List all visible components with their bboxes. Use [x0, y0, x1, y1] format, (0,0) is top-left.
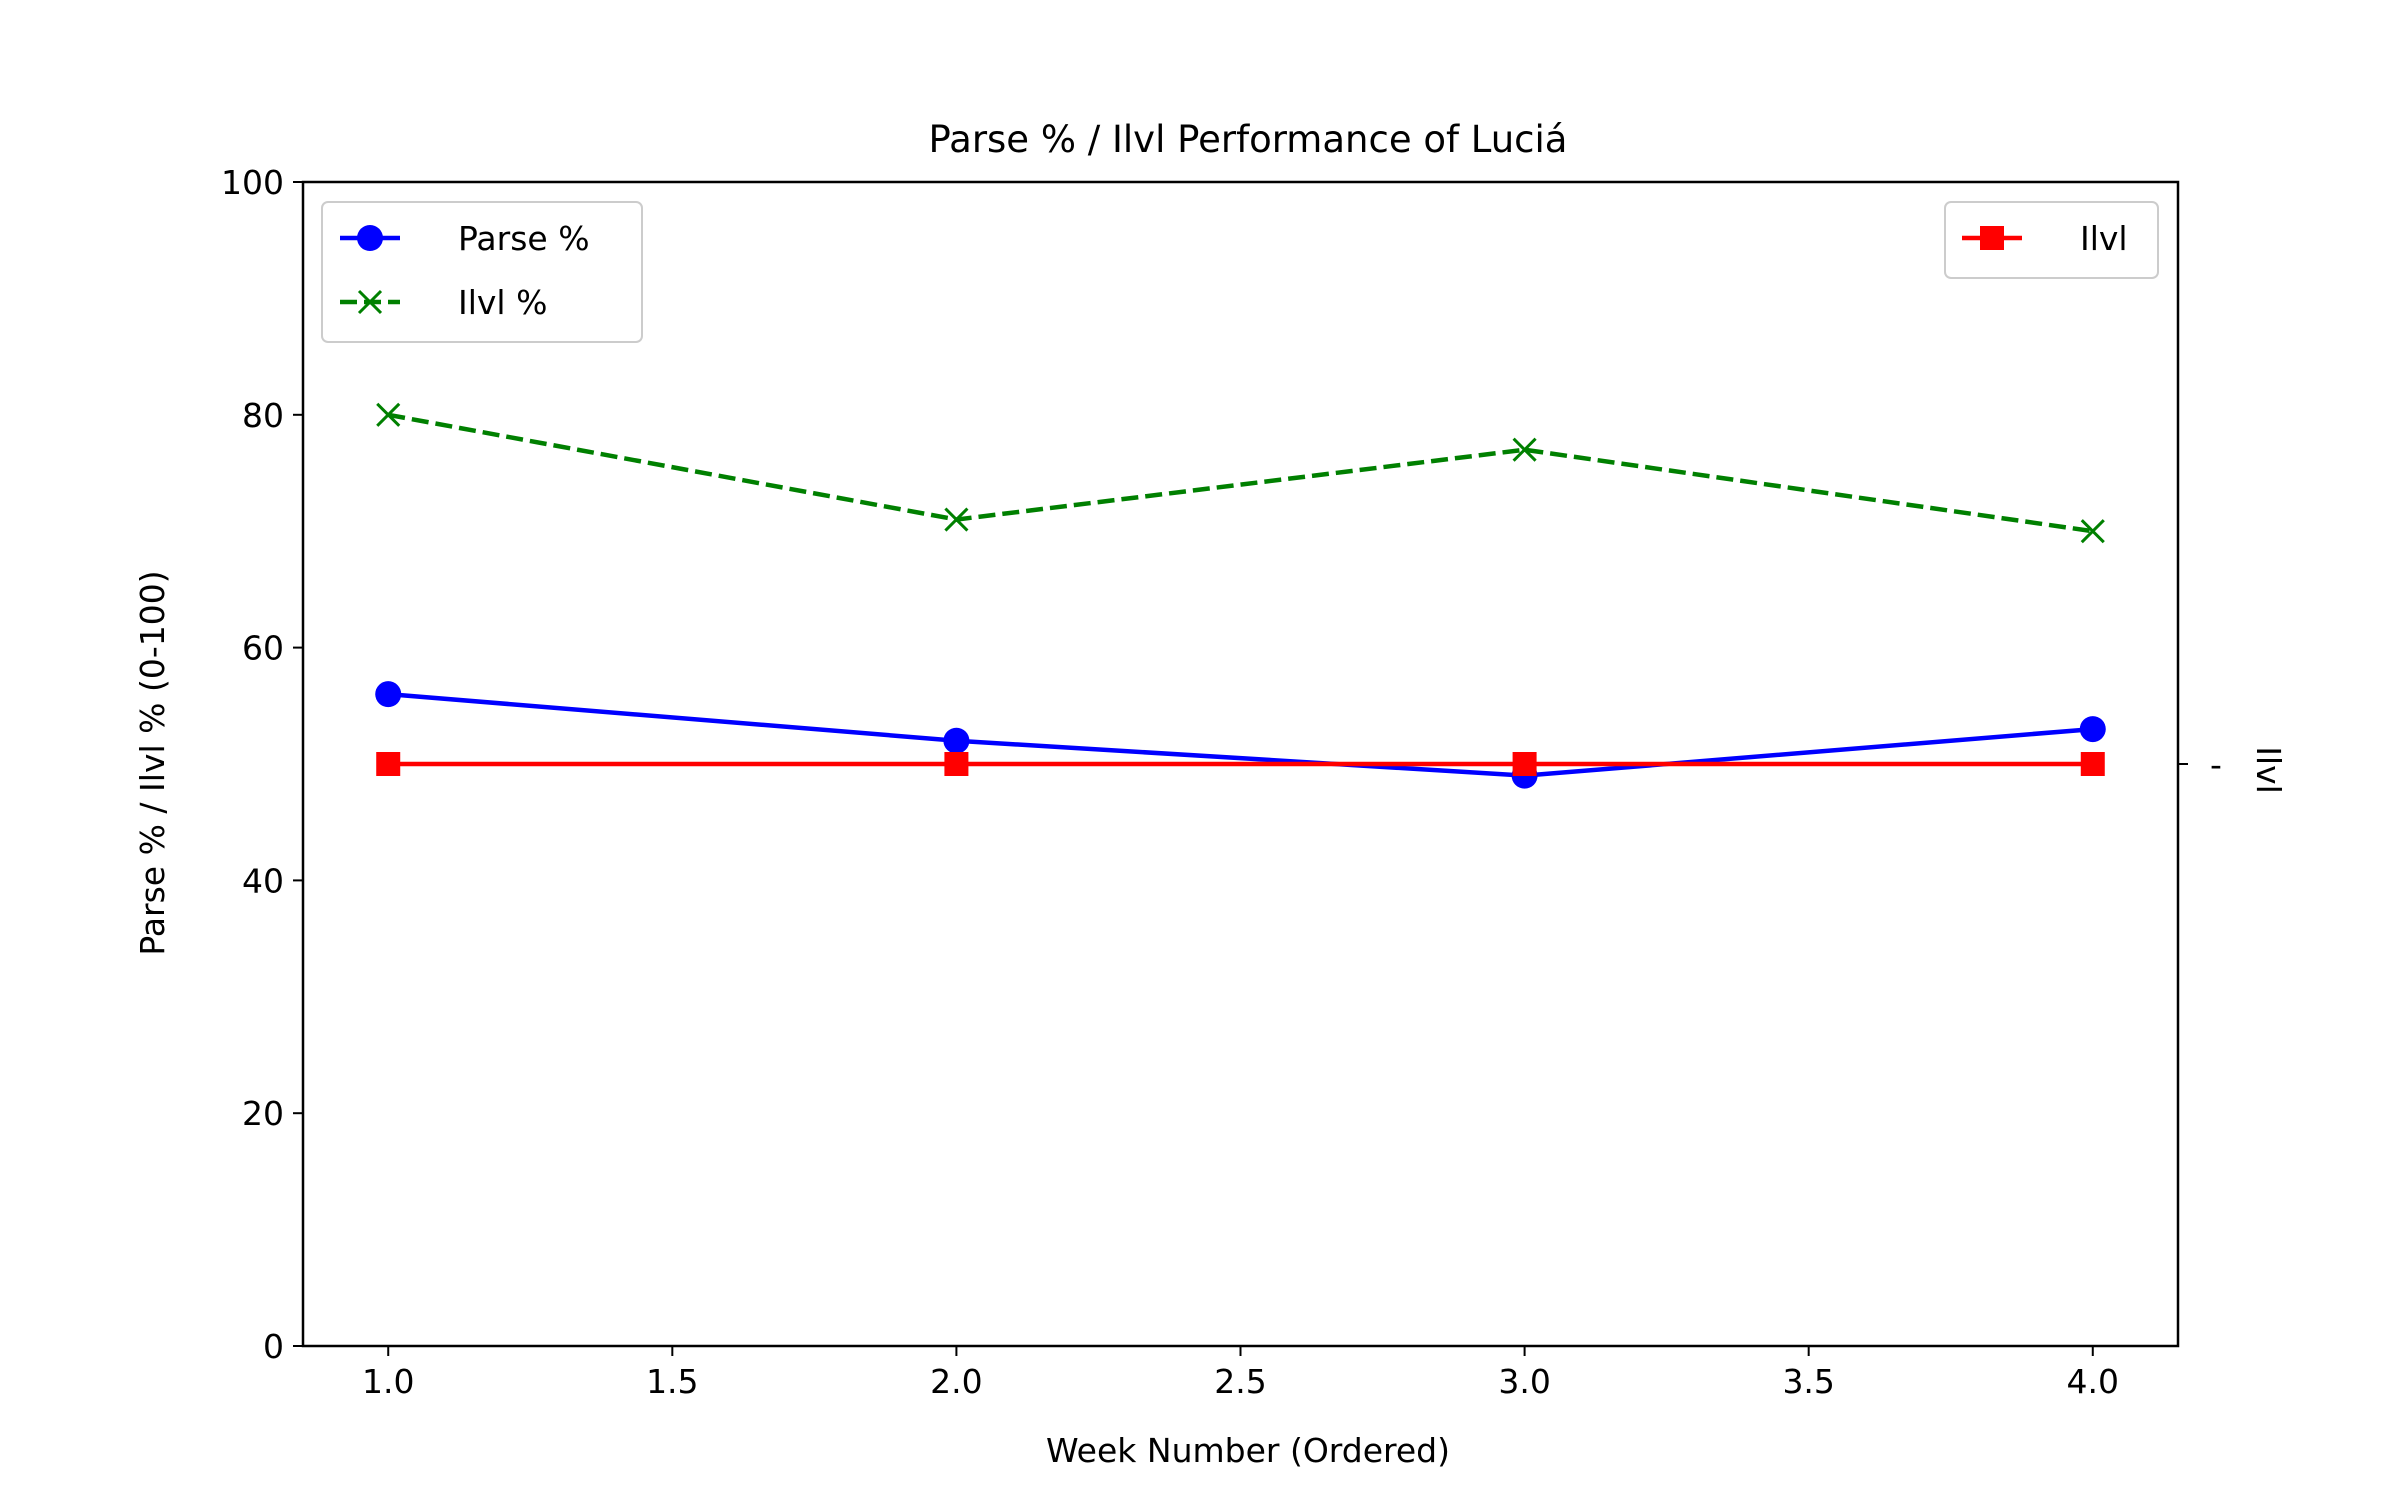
axes-group: 1.0 1.5 2.0 2.5 3.0 3.5 4.0 0 20 40 60 80 100 -: [221, 163, 2222, 1401]
data-point-ilvl: [2080, 519, 2105, 544]
legend-label-parse: Parse %: [458, 219, 590, 258]
data-point-ilvl: [944, 507, 969, 532]
legend-marker-ilvl: [1980, 226, 2004, 250]
data-point-parse: [2079, 716, 2106, 743]
series-line-parse: [388, 691, 2093, 778]
series-line-ilvl: [387, 412, 2094, 534]
legend-marker-parse: [357, 225, 383, 251]
x-tick-label: 1.5: [646, 1362, 698, 1401]
data-point-parse: [943, 727, 970, 754]
x-tick-label: 1.0: [362, 1362, 414, 1401]
data-point-ilvl: [1512, 437, 1537, 462]
data-point-ilvl: [944, 752, 969, 776]
x-tick-label: 2.5: [1214, 1362, 1266, 1401]
y-tick-label: 80: [242, 396, 284, 435]
y-tick-label: 100: [221, 163, 284, 202]
legend-label-ilvl: Ilvl %: [458, 283, 547, 322]
series-group: [375, 402, 2106, 789]
data-point-ilvl: [2080, 752, 2105, 776]
legend-box: [1944, 201, 2159, 279]
legend-top-left: Parse % Ilvl %: [321, 201, 643, 343]
y-tick-label: 40: [242, 861, 284, 900]
y-axis-label: Parse % / Ilvl % (0-100): [133, 570, 172, 955]
data-point-parse: [375, 681, 402, 708]
data-point-ilvl: [1512, 752, 1537, 776]
y-tick-label: 0: [263, 1327, 284, 1366]
legend-marker-ilvl: [357, 289, 383, 315]
legend-top-right: Ilvl: [1944, 201, 2159, 279]
plot-frame: [301, 180, 2180, 1348]
legend-label-ilvl: Ilvl: [2080, 219, 2128, 258]
x-axis-label: Week Number (Ordered): [1046, 1431, 1450, 1470]
data-point-ilvl: [376, 752, 401, 776]
x-tick-label: 3.0: [1498, 1362, 1550, 1401]
legend-box: [321, 201, 643, 343]
series-ilvl: [376, 402, 2105, 544]
y2-tick-label: -: [2210, 745, 2222, 784]
x-tick-label: 2.0: [930, 1362, 982, 1401]
y-tick-label: 60: [242, 629, 284, 668]
legend-group: Parse % Ilvl % Ilvl: [321, 201, 2159, 343]
series-ilvl: [376, 752, 2105, 776]
data-point-ilvl: [376, 402, 401, 427]
y2-axis-label: Ilvl: [2249, 746, 2288, 794]
series-parse: [375, 681, 2106, 789]
x-tick-label: 3.5: [1782, 1362, 1834, 1401]
x-tick-label: 4.0: [2067, 1362, 2119, 1401]
y-tick-label: 20: [242, 1094, 284, 1133]
chart-title: Parse % / Ilvl Performance of Luciá: [929, 118, 1568, 161]
